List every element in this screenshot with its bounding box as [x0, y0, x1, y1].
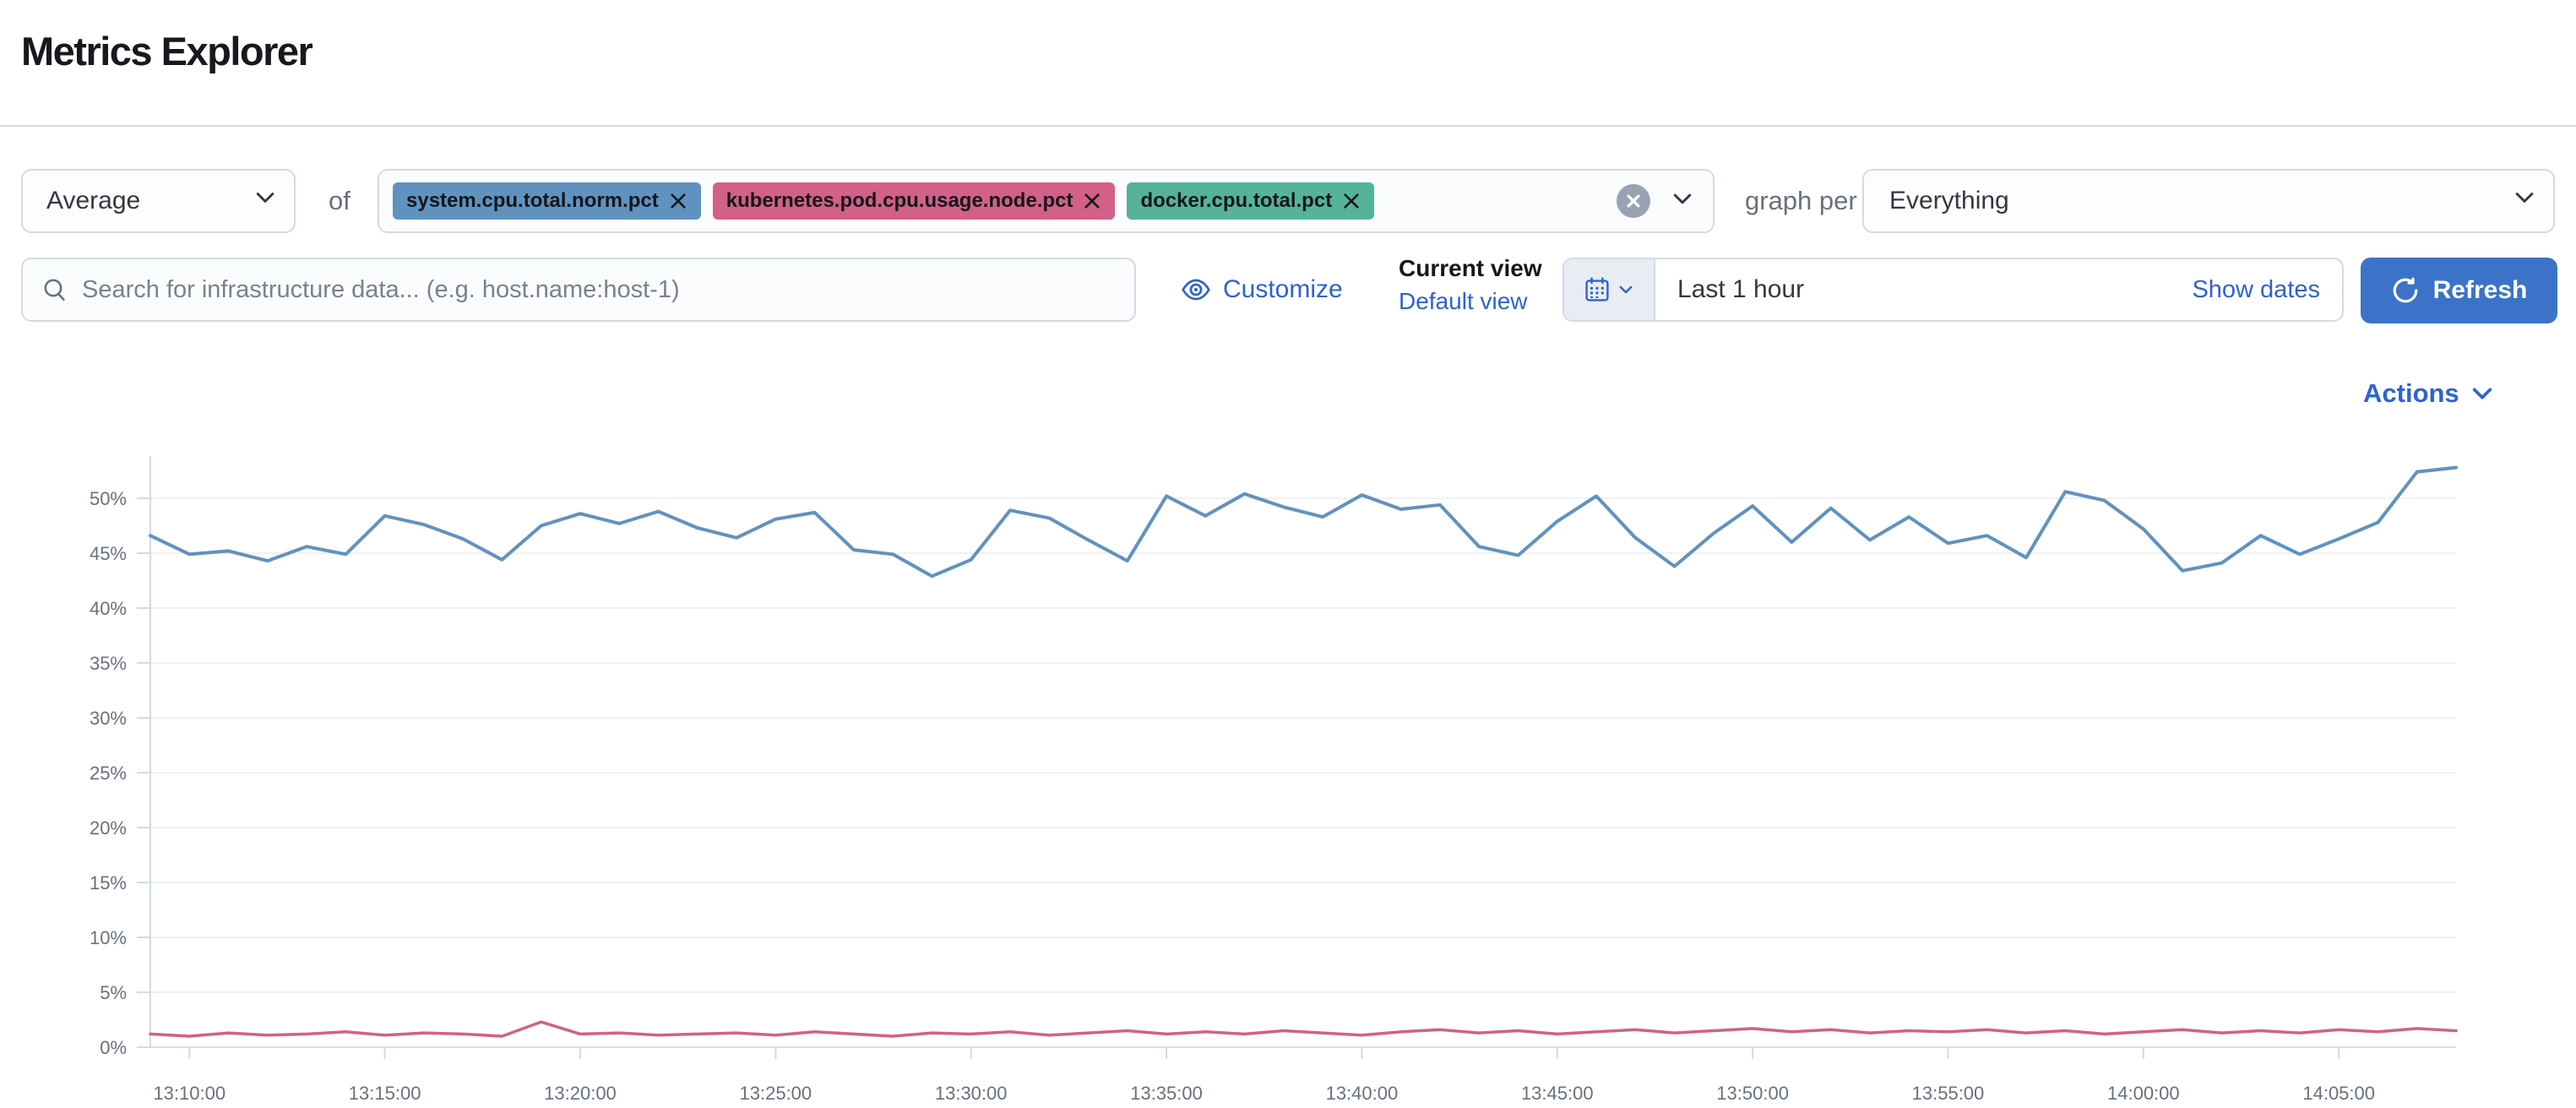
metrics-chart[interactable]: 0% 5% 10% 15% 20% 25% 30% 35% 40% 45% 50% 13:10:00 1… [0, 456, 2576, 1108]
cross-in-circle-icon [1627, 194, 1640, 208]
saved-view-control[interactable]: Current view Default view [1399, 255, 1542, 315]
x-tick-label: 13:30:00 [935, 1083, 1008, 1104]
x-tick-label: 14:00:00 [2107, 1083, 2180, 1104]
actions-label: Actions [2363, 378, 2459, 408]
metric-pill[interactable]: docker.cpu.total.pct [1127, 182, 1375, 220]
eye-icon [1182, 279, 1210, 301]
metric-pill[interactable]: system.cpu.total.norm.pct [393, 182, 701, 220]
chevron-down-icon [1619, 285, 1633, 294]
group-by-select[interactable]: Everything [1862, 169, 2555, 233]
metric-pill[interactable]: kubernetes.pod.cpu.usage.node.pct [712, 182, 1116, 220]
x-tick-label: 13:25:00 [740, 1083, 812, 1104]
customize-button[interactable]: Customize [1181, 258, 1343, 322]
y-tick-label: 30% [90, 708, 127, 729]
series-line [149, 465, 2458, 578]
show-dates-link[interactable]: Show dates [2192, 275, 2320, 303]
x-tick-label: 13:10:00 [153, 1083, 226, 1104]
y-tick-label: 25% [90, 763, 127, 784]
refresh-icon [2393, 277, 2417, 303]
x-tick-label: 13:55:00 [1912, 1083, 1985, 1104]
chevron-down-icon[interactable] [1671, 187, 1694, 215]
y-tick-label: 5% [100, 982, 127, 1003]
x-tick-label: 13:35:00 [1130, 1083, 1203, 1104]
x-tick-label: 13:15:00 [349, 1083, 421, 1104]
remove-metric-icon[interactable] [1342, 192, 1361, 210]
of-label: of [329, 186, 351, 215]
x-tick-label: 13:50:00 [1716, 1083, 1789, 1104]
refresh-button[interactable]: Refresh [2361, 258, 2557, 323]
metric-pill-label: system.cpu.total.norm.pct [406, 189, 659, 212]
infrastructure-search[interactable] [21, 258, 1136, 322]
x-tick-label: 13:40:00 [1326, 1083, 1399, 1104]
x-tick-label: 14:05:00 [2302, 1083, 2375, 1104]
x-tick-label: 13:20:00 [544, 1083, 617, 1104]
y-tick-label: 15% [90, 872, 127, 893]
header-divider [0, 125, 2576, 127]
chevron-down-icon [253, 186, 277, 216]
remove-metric-icon[interactable] [1083, 192, 1101, 210]
chevron-down-icon [2472, 388, 2492, 399]
y-tick-label: 10% [90, 927, 127, 948]
series-line [149, 1020, 2458, 1038]
y-tick-label: 40% [90, 598, 127, 619]
chevron-down-icon [2513, 186, 2536, 216]
y-tick-label: 45% [90, 543, 127, 564]
metrics-combobox[interactable]: system.cpu.total.norm.pct kubernetes.pod… [378, 169, 1715, 233]
page-title: Metrics Explorer [21, 29, 313, 74]
customize-label: Customize [1223, 275, 1343, 303]
metric-pill-label: kubernetes.pod.cpu.usage.node.pct [726, 189, 1073, 212]
aggregation-value: Average [46, 187, 141, 215]
y-tick-label: 20% [90, 817, 127, 839]
actions-menu-button[interactable]: Actions [2363, 378, 2495, 409]
clear-metrics-button[interactable] [1617, 184, 1650, 218]
quick-select-button[interactable] [1564, 259, 1655, 320]
search-input[interactable] [68, 264, 1134, 315]
date-picker[interactable]: Last 1 hour Show dates [1562, 258, 2344, 322]
x-tick-label: 13:45:00 [1521, 1083, 1594, 1104]
default-view-link[interactable]: Default view [1399, 288, 1528, 314]
remove-metric-icon[interactable] [669, 192, 687, 210]
y-tick-label: 35% [90, 653, 127, 674]
graph-per-label: graph per [1745, 186, 1857, 215]
metric-pill-label: docker.cpu.total.pct [1140, 189, 1333, 212]
search-icon [44, 279, 65, 301]
group-by-value: Everything [1889, 187, 2009, 215]
current-view-label: Current view [1399, 255, 1542, 281]
time-range-value[interactable]: Last 1 hour [1677, 275, 1805, 303]
y-tick-label: 0% [100, 1037, 127, 1058]
calendar-icon [1585, 277, 1609, 301]
aggregation-select[interactable]: Average [21, 169, 296, 233]
y-tick-label: 50% [90, 488, 127, 509]
refresh-label: Refresh [2432, 276, 2528, 304]
